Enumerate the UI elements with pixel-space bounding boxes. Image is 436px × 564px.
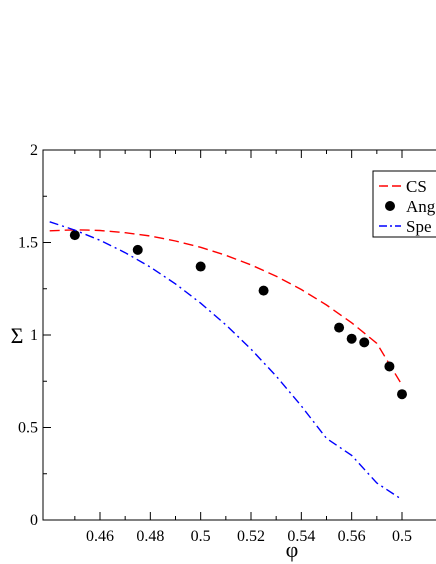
data-point (132, 244, 143, 255)
y-tick-label: 2 (30, 142, 38, 159)
minor-ticks (43, 150, 378, 520)
legend-label: CS (406, 177, 427, 196)
legend-label: Spe (406, 217, 432, 236)
data-point (69, 230, 80, 241)
x-tick-label: 0.52 (237, 528, 265, 545)
x-axis-label: φ (286, 537, 299, 562)
series-layer (49, 221, 407, 501)
y-axis-label: Σ (11, 323, 24, 348)
x-tick-label: 0.56 (338, 528, 366, 545)
data-point (334, 322, 345, 333)
data-point (195, 261, 206, 272)
legend-label: Ang (406, 197, 436, 216)
x-tick-label: 0.5 (191, 528, 211, 545)
data-point (258, 285, 269, 296)
data-point (359, 337, 370, 348)
data-point (346, 333, 357, 344)
x-tick-label: 0.46 (86, 528, 114, 545)
x-axis: 0.46 0.48 0.5 0.52 0.54 0.56 0.5 (86, 150, 412, 545)
data-point (397, 389, 407, 400)
y-tick-label: 0.5 (18, 420, 38, 437)
x-tick-label: 0.48 (136, 528, 164, 545)
legend-swatch-ang (385, 201, 395, 211)
y-axis: 0 0.5 1 1.5 2 (18, 142, 51, 529)
y-tick-label: 1 (30, 327, 38, 344)
data-point (384, 361, 395, 372)
y-tick-label: 0 (30, 512, 38, 529)
y-tick-label: 1.5 (18, 235, 38, 252)
x-tick-label: 0.54 (287, 528, 315, 545)
x-tick-label: 0.5 (392, 528, 412, 545)
series-line-cs (49, 229, 403, 386)
series-line-spe (49, 221, 403, 501)
